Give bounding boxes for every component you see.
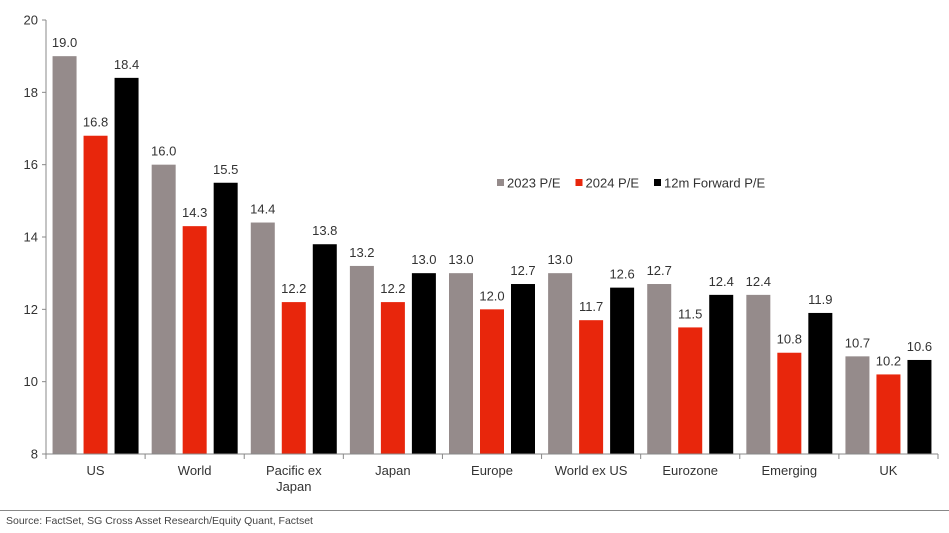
data-label: 18.4 <box>114 57 139 72</box>
data-label: 11.7 <box>579 299 603 314</box>
source-note: Source: FactSet, SG Cross Asset Research… <box>6 515 313 527</box>
bar <box>579 320 604 454</box>
legend: 2023 P/E 2024 P/E 12m Forward P/E <box>497 176 765 191</box>
y-axis: 8 10 12 14 16 18 20 <box>24 13 47 462</box>
y-tick-label: 16 <box>24 157 38 172</box>
bar <box>182 226 207 454</box>
data-label: 19.0 <box>52 35 77 50</box>
category-label: Emerging <box>762 463 818 478</box>
y-tick-label: 20 <box>24 13 38 28</box>
bar <box>250 222 275 454</box>
data-label: 10.7 <box>845 335 870 350</box>
data-label: 12.7 <box>647 263 672 278</box>
data-label: 12.0 <box>479 288 504 303</box>
category-label: World ex US <box>555 463 628 478</box>
bar <box>610 287 635 454</box>
bar <box>647 284 672 454</box>
data-label: 13.2 <box>349 245 374 260</box>
data-label: 10.6 <box>907 339 932 354</box>
data-label: 11.5 <box>678 306 702 321</box>
bar <box>907 359 932 454</box>
bar <box>52 56 77 455</box>
legend-label: 2023 P/E <box>507 176 561 191</box>
data-label: 11.9 <box>808 292 832 307</box>
data-label: 12.4 <box>746 274 771 289</box>
data-label: 13.0 <box>448 252 473 267</box>
data-label: 15.5 <box>213 162 238 177</box>
legend-label: 12m Forward P/E <box>664 176 765 191</box>
bar <box>746 294 771 454</box>
bar <box>709 294 734 454</box>
bar <box>845 356 870 454</box>
data-label: 10.2 <box>876 353 901 368</box>
bar <box>511 284 535 454</box>
category-label: Japan <box>375 463 410 478</box>
legend-swatch <box>497 179 504 186</box>
legend-swatch <box>654 179 661 186</box>
bar <box>678 327 703 454</box>
bar <box>380 302 405 454</box>
data-label: 12.4 <box>709 274 734 289</box>
bar <box>114 77 139 454</box>
pe-bar-chart: 8 10 12 14 16 18 20 19.0 16.8 18.4 16.0 14.3 15.5 14… <box>24 13 939 494</box>
data-label: 12.2 <box>281 281 306 296</box>
y-tick-label: 12 <box>24 302 38 317</box>
y-tick-label: 10 <box>24 374 38 389</box>
data-label: 12.7 <box>510 263 535 278</box>
bar <box>151 164 176 454</box>
bar <box>808 312 833 454</box>
category-label: World <box>178 463 212 478</box>
category-label: Eurozone <box>662 463 718 478</box>
bar <box>312 244 337 454</box>
category-label: Japan <box>276 479 311 494</box>
bar <box>83 135 108 454</box>
category-label: Europe <box>471 463 513 478</box>
data-label: 16.0 <box>151 144 176 159</box>
category-label: US <box>87 463 105 478</box>
bar <box>213 182 238 454</box>
bars <box>52 56 932 455</box>
bar <box>349 265 374 454</box>
y-tick-label: 18 <box>24 85 38 100</box>
y-tick-label: 14 <box>24 230 38 245</box>
category-label: UK <box>879 463 897 478</box>
data-label: 14.4 <box>250 202 275 217</box>
bar <box>777 352 802 454</box>
data-label: 13.0 <box>547 252 572 267</box>
legend-swatch <box>575 179 583 186</box>
data-label: 10.8 <box>777 332 802 347</box>
data-label: 12.6 <box>609 267 634 282</box>
data-label: 13.8 <box>312 223 337 238</box>
data-label: 12.2 <box>380 281 405 296</box>
data-label: 14.3 <box>182 205 207 220</box>
value-labels: 19.0 16.8 18.4 16.0 14.3 15.5 14.4 12.2 13.8 13.2… <box>52 35 932 368</box>
legend-label: 2024 P/E <box>586 176 640 191</box>
bar <box>449 273 473 454</box>
bar <box>548 273 573 454</box>
bar <box>480 309 504 454</box>
source-divider <box>0 510 949 511</box>
data-label: 16.8 <box>83 115 108 130</box>
data-label: 13.0 <box>411 252 436 267</box>
y-tick-label: 8 <box>31 447 38 462</box>
bar <box>411 273 436 454</box>
bar <box>281 302 306 454</box>
category-label: Pacific ex <box>266 463 322 478</box>
bar <box>876 374 901 454</box>
